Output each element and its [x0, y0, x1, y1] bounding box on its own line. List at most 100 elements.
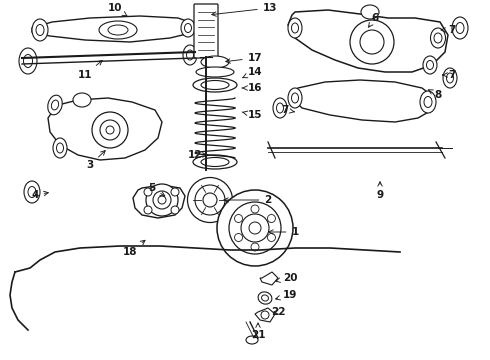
Ellipse shape: [262, 295, 269, 301]
Polygon shape: [133, 185, 185, 218]
Circle shape: [350, 20, 394, 64]
Ellipse shape: [188, 177, 232, 222]
Ellipse shape: [420, 91, 436, 113]
Ellipse shape: [24, 54, 32, 68]
Ellipse shape: [48, 95, 62, 115]
Circle shape: [235, 234, 243, 242]
Ellipse shape: [24, 181, 40, 203]
Ellipse shape: [28, 186, 36, 198]
Ellipse shape: [196, 67, 234, 77]
Circle shape: [251, 243, 259, 251]
Text: 9: 9: [376, 182, 384, 200]
Ellipse shape: [193, 155, 237, 169]
Ellipse shape: [36, 24, 44, 36]
Ellipse shape: [276, 103, 284, 113]
Ellipse shape: [443, 68, 457, 88]
Text: 21: 21: [251, 323, 265, 340]
Text: 13: 13: [212, 3, 277, 16]
Ellipse shape: [32, 19, 48, 41]
Text: 7: 7: [441, 25, 456, 35]
Ellipse shape: [258, 292, 272, 304]
Ellipse shape: [424, 96, 432, 108]
Ellipse shape: [203, 193, 217, 207]
Text: 6: 6: [368, 13, 379, 27]
Circle shape: [261, 311, 269, 319]
Ellipse shape: [53, 138, 67, 158]
Text: 17: 17: [226, 53, 262, 63]
Ellipse shape: [19, 48, 37, 74]
Ellipse shape: [446, 73, 454, 83]
Circle shape: [144, 188, 152, 196]
Circle shape: [153, 191, 171, 209]
Circle shape: [268, 234, 275, 242]
Circle shape: [171, 206, 179, 214]
Polygon shape: [255, 308, 275, 322]
Text: 22: 22: [271, 307, 285, 317]
Ellipse shape: [195, 185, 225, 215]
Text: 2: 2: [224, 195, 271, 205]
Ellipse shape: [434, 33, 442, 43]
Ellipse shape: [201, 81, 229, 90]
Ellipse shape: [246, 336, 258, 344]
Text: 15: 15: [242, 110, 262, 120]
Text: 14: 14: [243, 67, 262, 78]
Ellipse shape: [201, 158, 229, 166]
Ellipse shape: [108, 25, 128, 35]
Ellipse shape: [51, 100, 59, 110]
Ellipse shape: [56, 143, 64, 153]
Text: 8: 8: [428, 90, 441, 100]
Circle shape: [144, 206, 152, 214]
Text: 18: 18: [123, 240, 145, 257]
Ellipse shape: [183, 45, 197, 65]
Ellipse shape: [273, 98, 287, 118]
Text: 5: 5: [148, 183, 165, 196]
Ellipse shape: [423, 56, 437, 74]
Ellipse shape: [426, 60, 434, 69]
Ellipse shape: [456, 22, 464, 33]
Text: 20: 20: [276, 273, 297, 283]
Circle shape: [146, 184, 178, 216]
Circle shape: [229, 202, 281, 254]
Text: 4: 4: [31, 190, 49, 200]
Circle shape: [217, 190, 293, 266]
Ellipse shape: [361, 5, 379, 19]
Ellipse shape: [181, 19, 195, 37]
Ellipse shape: [201, 56, 229, 68]
Circle shape: [235, 215, 243, 222]
Polygon shape: [48, 98, 162, 160]
Ellipse shape: [431, 28, 445, 48]
Text: 10: 10: [108, 3, 127, 16]
Circle shape: [92, 112, 128, 148]
Circle shape: [100, 120, 120, 140]
Polygon shape: [292, 80, 435, 122]
Circle shape: [249, 222, 261, 234]
Circle shape: [360, 30, 384, 54]
Text: 3: 3: [86, 150, 105, 170]
Text: 12: 12: [188, 150, 208, 160]
Circle shape: [241, 214, 269, 242]
Polygon shape: [288, 10, 448, 72]
Text: 7: 7: [281, 105, 294, 115]
Ellipse shape: [73, 93, 91, 107]
Ellipse shape: [292, 93, 298, 103]
Ellipse shape: [292, 23, 298, 33]
Ellipse shape: [193, 78, 237, 92]
Circle shape: [158, 196, 166, 204]
Circle shape: [171, 188, 179, 196]
Ellipse shape: [99, 21, 137, 39]
Ellipse shape: [185, 23, 192, 32]
FancyBboxPatch shape: [194, 4, 218, 58]
Ellipse shape: [288, 88, 302, 108]
Polygon shape: [260, 272, 278, 285]
Circle shape: [106, 126, 114, 134]
Polygon shape: [32, 16, 198, 42]
Ellipse shape: [288, 18, 302, 38]
Text: 11: 11: [78, 60, 102, 80]
Ellipse shape: [187, 50, 194, 60]
Text: 16: 16: [242, 83, 262, 93]
Text: 1: 1: [269, 227, 298, 237]
Circle shape: [268, 215, 275, 222]
Circle shape: [251, 205, 259, 213]
Text: 19: 19: [276, 290, 297, 300]
Ellipse shape: [452, 17, 468, 39]
